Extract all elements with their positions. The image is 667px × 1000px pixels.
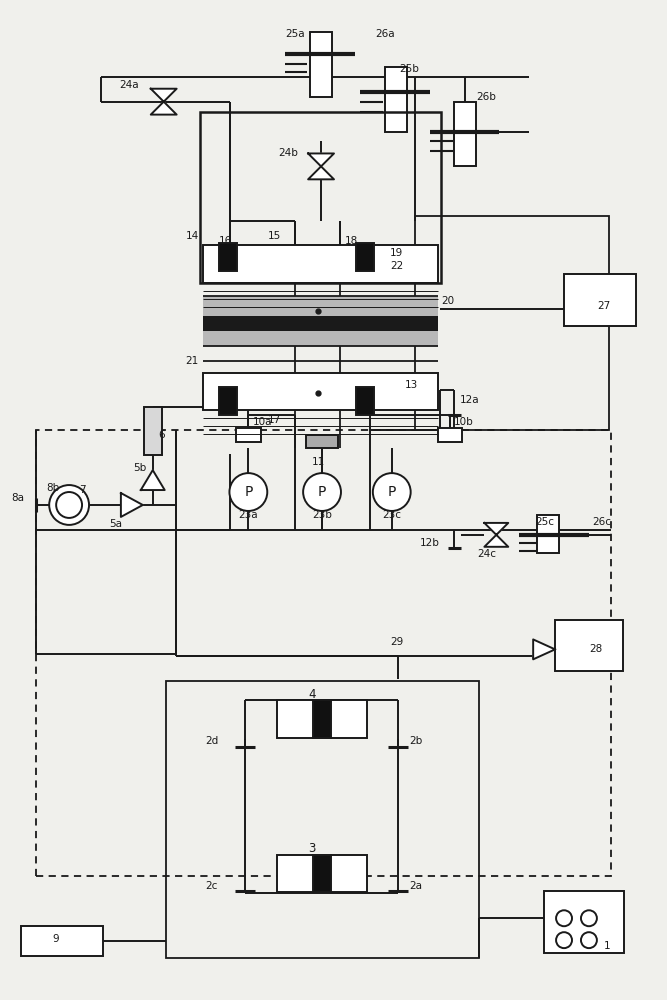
Text: 25a: 25a <box>285 29 305 39</box>
Text: 2d: 2d <box>205 736 219 746</box>
Text: 16: 16 <box>219 236 231 246</box>
Bar <box>203 316 438 331</box>
Text: 20: 20 <box>442 296 455 306</box>
Bar <box>564 274 636 326</box>
Bar <box>277 855 367 892</box>
Text: 12a: 12a <box>460 395 479 405</box>
Bar <box>313 700 331 738</box>
Bar <box>144 407 161 455</box>
Polygon shape <box>151 89 177 115</box>
Circle shape <box>229 473 267 511</box>
Text: P: P <box>388 485 396 499</box>
Text: 15: 15 <box>268 231 281 241</box>
Polygon shape <box>308 153 334 179</box>
Circle shape <box>49 485 89 525</box>
Text: 12b: 12b <box>420 538 440 548</box>
Text: 2a: 2a <box>410 881 423 891</box>
Bar <box>356 243 374 271</box>
Text: 23a: 23a <box>238 510 258 520</box>
Text: 23c: 23c <box>382 510 401 520</box>
Text: 9: 9 <box>53 934 59 944</box>
Text: 2b: 2b <box>410 736 423 746</box>
Text: 22: 22 <box>390 261 403 271</box>
Text: 24a: 24a <box>119 80 139 90</box>
Text: 27: 27 <box>597 301 610 311</box>
Bar <box>415 216 609 430</box>
Text: 26c: 26c <box>592 517 611 527</box>
Bar <box>21 926 103 956</box>
Bar <box>438 428 462 442</box>
Text: 14: 14 <box>185 231 199 241</box>
Text: 8b: 8b <box>46 483 59 493</box>
Bar <box>165 681 480 958</box>
Polygon shape <box>484 523 508 547</box>
Circle shape <box>581 932 597 948</box>
Text: 11: 11 <box>312 457 325 467</box>
Text: 26a: 26a <box>375 29 394 39</box>
Circle shape <box>303 473 341 511</box>
Circle shape <box>556 910 572 926</box>
Bar <box>313 855 331 892</box>
Bar <box>203 245 438 283</box>
Text: 23b: 23b <box>312 510 332 520</box>
Text: 25b: 25b <box>400 64 420 74</box>
Bar <box>356 387 374 415</box>
Text: 25c: 25c <box>535 517 554 527</box>
Bar <box>385 67 407 132</box>
Polygon shape <box>121 493 143 517</box>
Text: 28: 28 <box>589 644 602 654</box>
Polygon shape <box>141 470 165 490</box>
Text: P: P <box>318 485 326 499</box>
Text: 24c: 24c <box>478 549 496 559</box>
Bar <box>199 112 440 283</box>
Text: 10b: 10b <box>454 417 474 427</box>
Text: 19: 19 <box>390 248 403 258</box>
Bar <box>544 891 624 953</box>
Text: 2c: 2c <box>205 881 218 891</box>
Bar <box>219 243 237 271</box>
Circle shape <box>56 492 82 518</box>
Text: 10a: 10a <box>252 417 272 427</box>
Bar <box>306 435 338 448</box>
Text: 29: 29 <box>390 637 403 647</box>
Text: P: P <box>244 485 253 499</box>
Text: 3: 3 <box>308 842 315 855</box>
Circle shape <box>581 910 597 926</box>
Text: 21: 21 <box>185 356 199 366</box>
Bar <box>537 515 559 553</box>
Bar <box>277 700 367 738</box>
Bar <box>454 102 476 166</box>
Text: 18: 18 <box>345 236 358 246</box>
Circle shape <box>373 473 411 511</box>
Text: 13: 13 <box>405 380 418 390</box>
Polygon shape <box>533 639 555 659</box>
Text: 4: 4 <box>308 688 315 701</box>
Bar <box>219 387 237 415</box>
Text: 24b: 24b <box>278 148 298 158</box>
Text: 17: 17 <box>268 415 281 425</box>
Bar <box>555 620 623 671</box>
Text: 5b: 5b <box>133 463 146 473</box>
Bar <box>36 430 611 876</box>
Bar <box>310 32 332 97</box>
Bar <box>203 296 438 346</box>
Text: 6: 6 <box>159 430 165 440</box>
Text: 8a: 8a <box>11 493 25 503</box>
Text: 5a: 5a <box>109 519 122 529</box>
Text: 7: 7 <box>79 485 85 495</box>
Text: 26b: 26b <box>476 92 496 102</box>
Text: 1: 1 <box>604 941 610 951</box>
Bar <box>203 373 438 410</box>
Circle shape <box>556 932 572 948</box>
Bar <box>236 428 261 442</box>
